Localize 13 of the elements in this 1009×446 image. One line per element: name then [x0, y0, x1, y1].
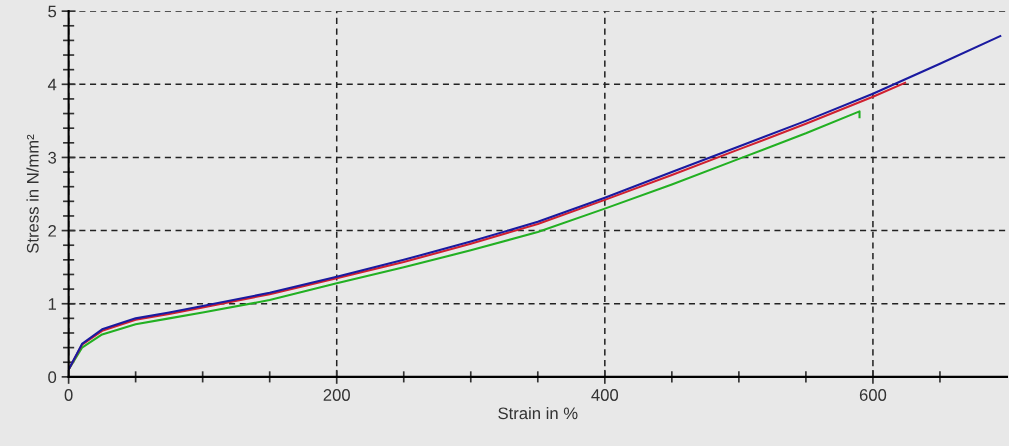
y-tick-label: 5 [48, 5, 57, 18]
y-tick-label: 4 [47, 78, 57, 91]
x-tick-label: 600 [859, 389, 887, 401]
y-tick-label: 1 [48, 298, 56, 310]
x-tick-label: 200 [323, 389, 350, 401]
x-tick-label: 400 [591, 389, 619, 401]
x-tick-label: 0 [64, 389, 73, 401]
y-axis-title: Stress in N/mm² [26, 134, 39, 253]
line-series [68, 34, 1002, 371]
x-axis-title: Strain in % [498, 406, 578, 420]
y-tick-label: 2 [48, 224, 56, 237]
y-tick-label: 3 [48, 151, 57, 164]
y-tick-label: 0 [48, 371, 57, 384]
